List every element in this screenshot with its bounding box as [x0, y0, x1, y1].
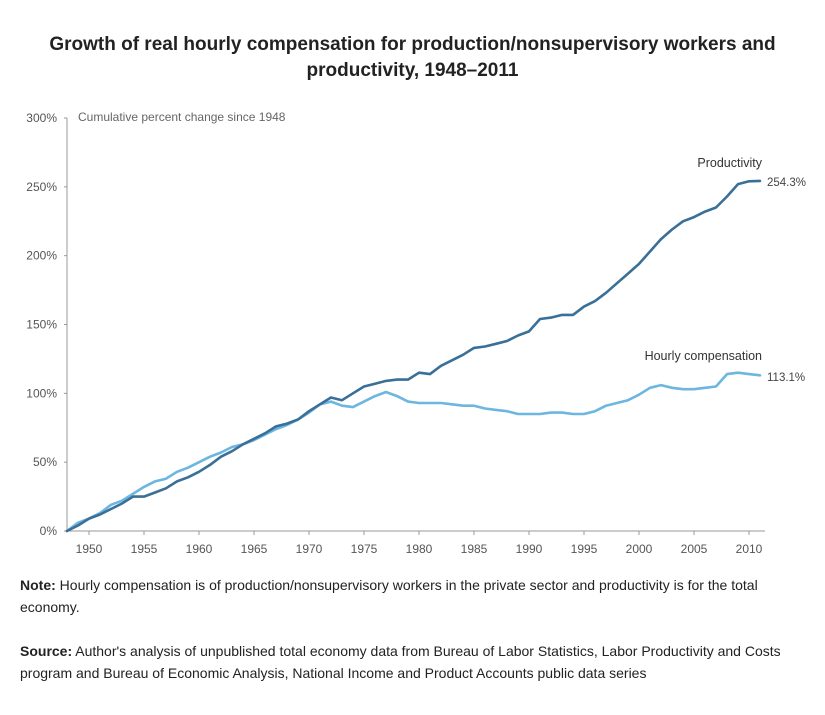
- series-line-hourly-compensation: [65, 371, 762, 533]
- note-label: Note:: [20, 577, 56, 593]
- series-name-hourly-compensation: Hourly compensation: [645, 349, 762, 363]
- chart-title-line-1: Growth of real hourly compensation for p…: [49, 34, 776, 55]
- chart-title: Growth of real hourly compensation for p…: [0, 32, 825, 84]
- y-axis-label: Cumulative percent change since 1948: [78, 110, 286, 124]
- chart-source: Source: Author's analysis of unpublished…: [20, 640, 810, 684]
- x-tick-label: 1970: [296, 542, 323, 556]
- series-line-productivity: [65, 179, 762, 533]
- x-tick-label: 2000: [626, 542, 653, 556]
- y-tick-label: 100%: [26, 386, 57, 400]
- chart-title-line-2: productivity, 1948–2011: [306, 60, 519, 81]
- x-tick-label: 2010: [736, 542, 763, 556]
- series-lines: [65, 179, 762, 533]
- y-tick-label: 50%: [33, 455, 57, 469]
- x-tick-label: 1990: [516, 542, 543, 556]
- x-tick-label: 2005: [681, 542, 708, 556]
- x-ticks: 1950 1955 1960 1965 1970 1975 1980 1985 1990 1995…: [76, 531, 763, 556]
- note-text: Hourly compensation is of production/non…: [20, 577, 758, 615]
- x-tick-label: 1980: [406, 542, 433, 556]
- y-tick-label: 0%: [40, 524, 58, 538]
- x-tick-label: 1955: [131, 542, 158, 556]
- end-label-hourly-compensation: 113.1%: [767, 372, 805, 384]
- y-tick-label: 150%: [26, 318, 57, 332]
- y-tick-label: 300%: [26, 111, 57, 125]
- y-ticks: 0% 50% 100% 150% 200% 250% 300%: [26, 111, 67, 538]
- source-text: Author's analysis of unpublished total e…: [20, 643, 781, 681]
- x-tick-label: 1960: [186, 542, 213, 556]
- source-label: Source:: [20, 643, 73, 659]
- end-label-productivity: 254.3%: [767, 177, 806, 189]
- y-tick-label: 250%: [26, 180, 57, 194]
- series-name-productivity: Productivity: [697, 156, 762, 170]
- x-tick-label: 1995: [571, 542, 598, 556]
- chart-note: Note: Hourly compensation is of producti…: [20, 574, 810, 618]
- x-tick-label: 1985: [461, 542, 488, 556]
- x-tick-label: 1950: [76, 542, 103, 556]
- y-tick-label: 200%: [26, 249, 57, 263]
- x-tick-label: 1975: [351, 542, 378, 556]
- x-tick-label: 1965: [241, 542, 268, 556]
